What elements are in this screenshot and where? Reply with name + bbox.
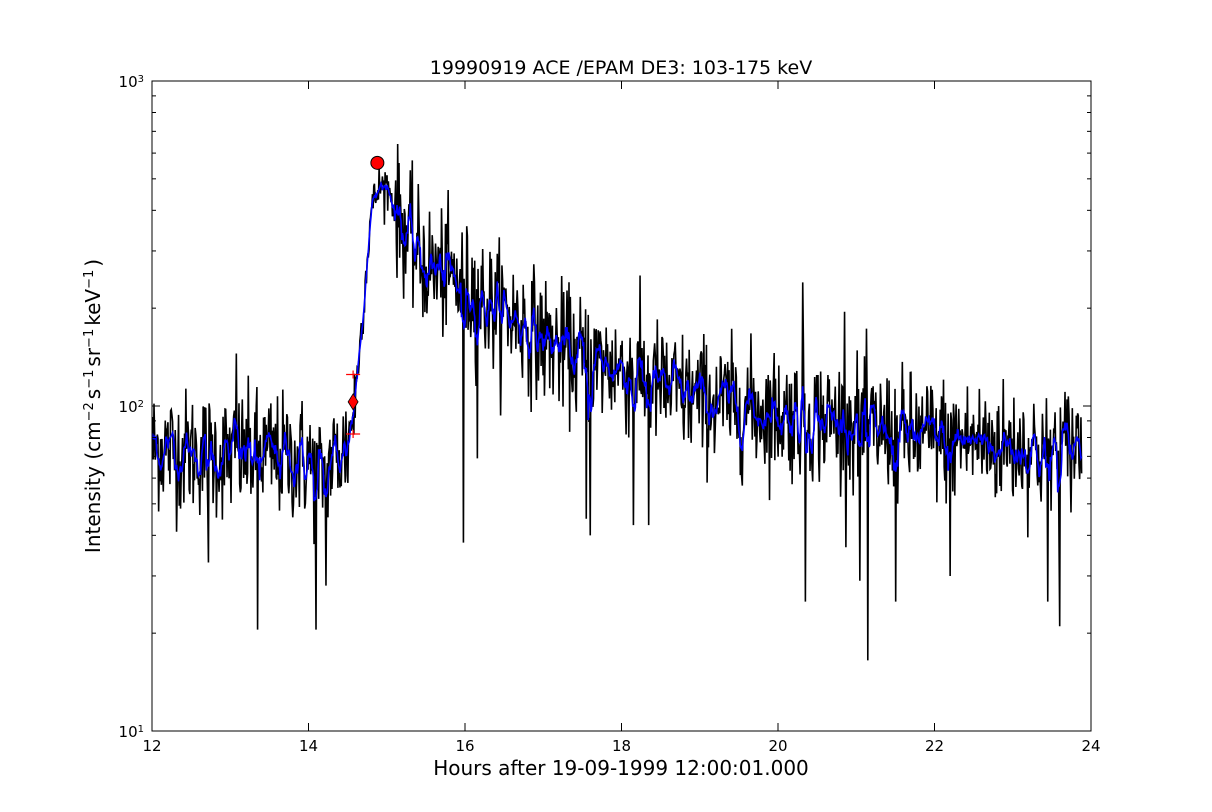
onset-bound-marker <box>346 370 361 379</box>
y-axis-label: Intensity (cm−2s−1sr−1keV−1) <box>81 259 105 553</box>
y-axis-label-part: s <box>81 389 105 399</box>
y-axis-label-part: keV <box>81 289 105 326</box>
x-tick-label: 14 <box>299 737 318 755</box>
x-tick-label: 12 <box>142 737 161 755</box>
peak-marker <box>370 155 385 170</box>
x-tick-label: 16 <box>455 737 474 755</box>
x-tick-label: 20 <box>768 737 787 755</box>
y-tick-label: 101 <box>119 723 144 741</box>
y-tick-label: 102 <box>119 398 144 416</box>
x-tick-label: 18 <box>612 737 631 755</box>
y-axis-label-part: −1 <box>82 370 97 389</box>
onset-bound-marker <box>346 430 361 439</box>
series-raw-line <box>152 144 1083 661</box>
y-axis-label-part: Intensity (cm <box>81 421 105 553</box>
plot-frame <box>151 80 1092 732</box>
marker-layer <box>346 155 385 439</box>
y-axis-label-part: ) <box>81 259 105 267</box>
onset-marker <box>347 393 359 411</box>
y-axis-label-part: −1 <box>82 270 97 289</box>
y-axis-label-part: −2 <box>82 402 97 421</box>
chart-title: 19990919 ACE /EPAM DE3: 103-175 keV <box>430 57 812 79</box>
y-tick-label: 103 <box>119 73 144 91</box>
y-axis-label-part: −1 <box>82 329 97 348</box>
x-tick-label: 22 <box>925 737 944 755</box>
series-smoothed-line <box>152 180 1083 502</box>
tick-layer: 12 14 16 18 20 22 24 101 102 103 <box>119 73 1101 755</box>
series-layer <box>152 144 1083 661</box>
x-tick-label: 24 <box>1081 737 1100 755</box>
y-axis-label-part: sr <box>81 347 105 366</box>
x-axis-label: Hours after 19-09-1999 12:00:01.000 <box>433 756 809 780</box>
